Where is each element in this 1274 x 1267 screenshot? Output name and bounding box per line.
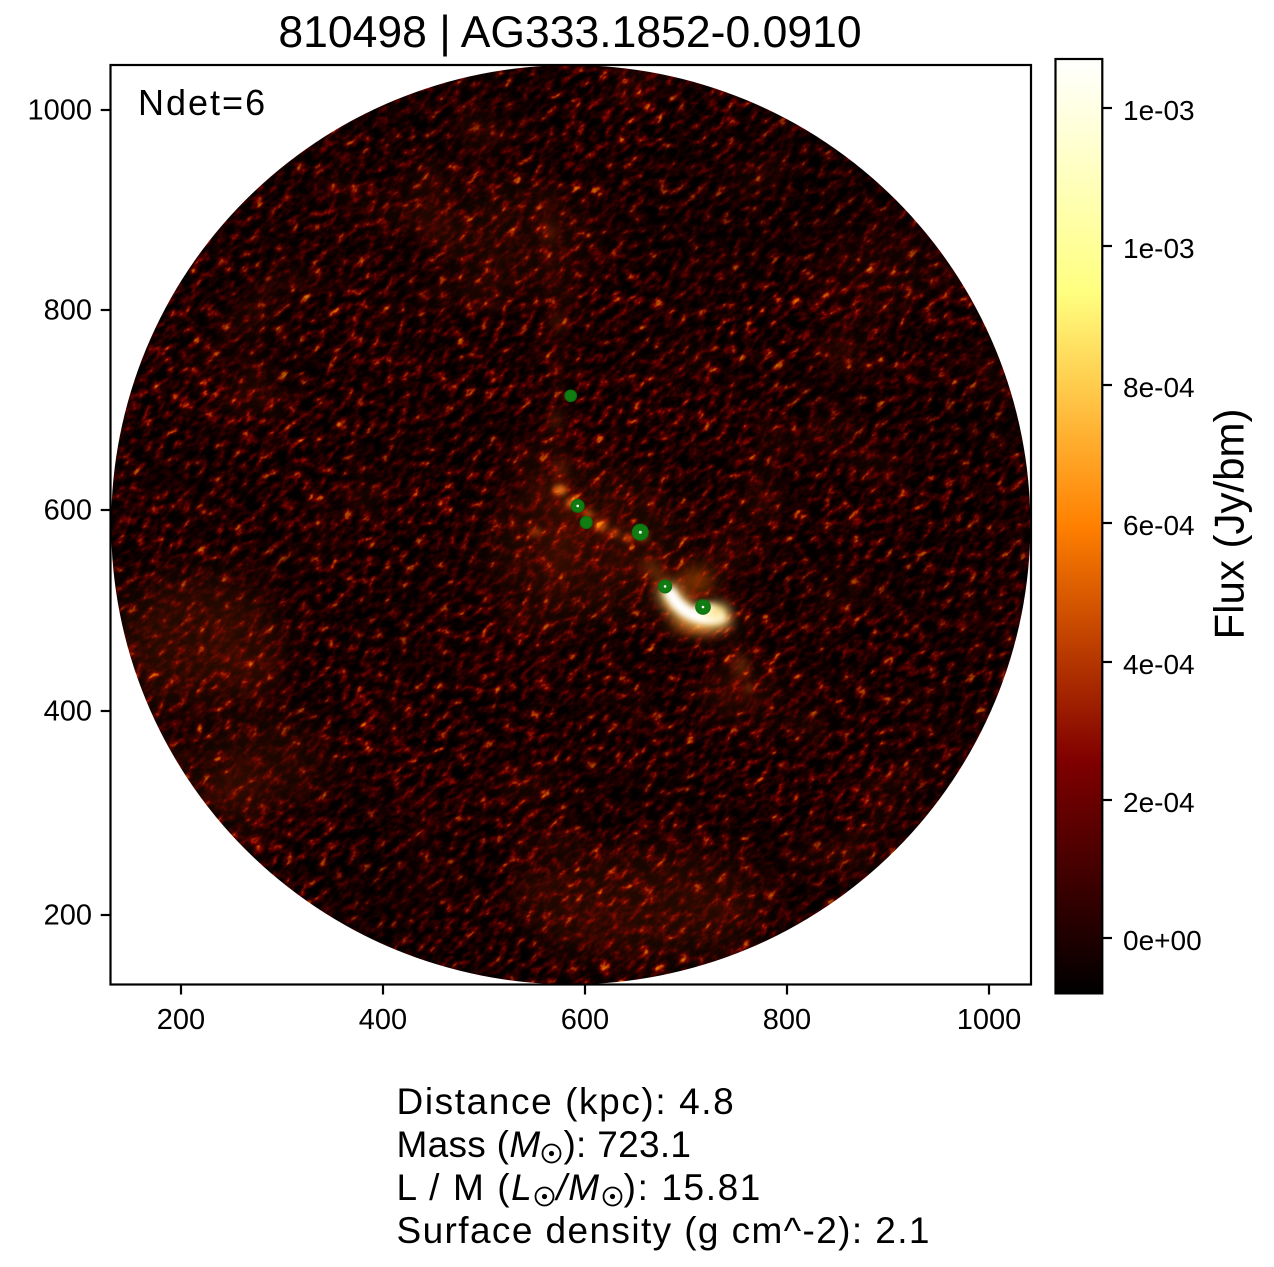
svg-text:1000: 1000 [957,1004,1022,1036]
svg-text:Ndet=6: Ndet=6 [138,82,267,123]
svg-text:200: 200 [157,1004,205,1036]
svg-text:Flux (Jy/bm): Flux (Jy/bm) [1206,409,1253,640]
svg-text:1e-03: 1e-03 [1123,233,1195,264]
svg-text:8e-04: 8e-04 [1123,372,1195,403]
svg-text:1e-03: 1e-03 [1123,95,1195,126]
svg-text:1000: 1000 [27,95,92,127]
svg-text:600: 600 [44,495,92,527]
svg-text:6e-04: 6e-04 [1123,510,1195,541]
svg-text:800: 800 [763,1004,811,1036]
svg-text:200: 200 [44,900,92,932]
svg-text:800: 800 [44,295,92,327]
svg-text:2e-04: 2e-04 [1123,787,1195,818]
svg-text:400: 400 [359,1004,407,1036]
svg-text:600: 600 [561,1004,609,1036]
svg-text:0e+00: 0e+00 [1123,925,1202,956]
svg-text:4e-04: 4e-04 [1123,649,1195,680]
svg-text:810498 | AG333.1852-0.0910: 810498 | AG333.1852-0.0910 [278,8,861,57]
svg-text:400: 400 [44,696,92,728]
